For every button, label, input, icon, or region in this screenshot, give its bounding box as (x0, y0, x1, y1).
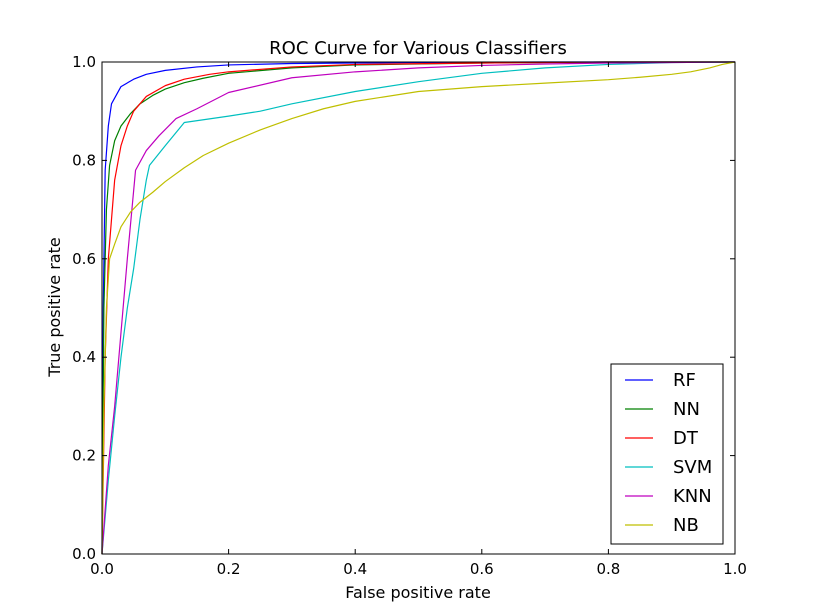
x-tick-label: 0.8 (596, 560, 620, 578)
y-tick-label: 0.0 (72, 545, 96, 563)
series-line-rf (101, 61, 735, 555)
legend-box (610, 363, 724, 545)
x-tick-label: 0.0 (90, 560, 114, 578)
y-tick-label: 0.8 (72, 151, 96, 169)
y-tick-label: 0.4 (72, 348, 96, 366)
legend-label-svm: SVM (673, 457, 712, 478)
series-line-knn (101, 61, 736, 555)
series-line-svm (101, 61, 736, 555)
x-tick-label: 1.0 (723, 560, 747, 578)
legend-label-rf: RF (673, 370, 696, 391)
legend-label-knn: KNN (673, 486, 712, 507)
legend-label-dt: DT (673, 428, 699, 449)
y-axis-label: True positive rate (45, 237, 64, 377)
y-tick-label: 1.0 (72, 53, 96, 71)
legend: RF NN DT SVM KNN NB (610, 363, 724, 545)
legend-label-nb: NB (673, 515, 699, 536)
series-line-dt (101, 61, 735, 555)
y-tick-label: 0.2 (72, 447, 96, 465)
x-tick-label: 0.6 (470, 560, 494, 578)
series-line-nb (101, 61, 736, 555)
chart-title: ROC Curve for Various Classifiers (269, 38, 567, 59)
y-tick-label: 0.6 (72, 250, 96, 268)
legend-label-nn: NN (673, 399, 700, 420)
axes: 0.0 0.2 0.4 0.6 0.8 1.0 0.0 0.2 0.4 0.6 0.8 1.0 (72, 53, 747, 578)
axes-frame (101, 61, 736, 555)
x-tick-label: 0.4 (343, 560, 367, 578)
x-tick-label: 0.2 (217, 560, 241, 578)
x-axis-label: False positive rate (345, 583, 491, 602)
series-lines (101, 61, 736, 555)
